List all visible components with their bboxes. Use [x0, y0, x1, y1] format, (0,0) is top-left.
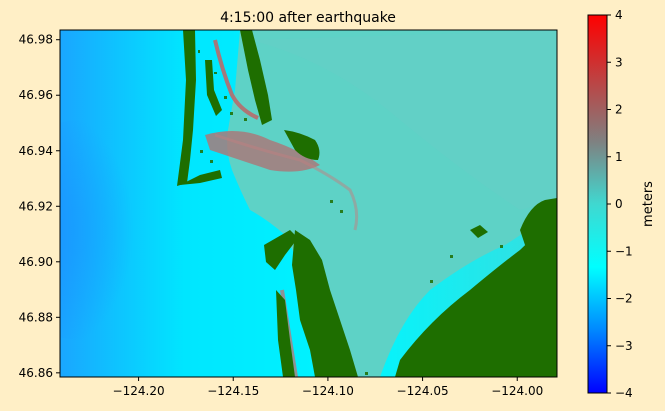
- colorbar-label: meters: [641, 181, 656, 227]
- colorbar-tick-label: 4: [615, 8, 623, 22]
- y-tick-label: 46.98: [19, 33, 53, 47]
- y-tick-label: 46.86: [19, 366, 53, 380]
- bay-water-upper: [250, 30, 557, 210]
- north-spit-land: [177, 30, 196, 186]
- north-peninsula-land: [240, 30, 272, 125]
- y-tick-label: 46.90: [19, 255, 53, 269]
- colorbar-tick-label: −3: [615, 339, 633, 353]
- colorbar-ticks: 4 3 2 1 0 −1 −2 −3 −4: [607, 8, 633, 400]
- y-tick-label: 46.88: [19, 310, 53, 324]
- south-spit-land: [276, 290, 295, 377]
- x-axis: −124.20 −124.15 −124.10 −124.05 −124.00: [113, 377, 543, 398]
- x-tick-label: −124.05: [397, 384, 449, 398]
- colorbar: [587, 14, 608, 394]
- colorbar-tick-label: 1: [615, 150, 623, 164]
- y-tick-label: 46.92: [19, 199, 53, 213]
- colorbar-tick-label: 2: [615, 103, 623, 117]
- marsh-speckle: [190, 40, 503, 375]
- east-islet-land: [470, 225, 488, 238]
- south-peninsula-land: [292, 230, 358, 377]
- colorbar-tick-label: −1: [615, 244, 633, 258]
- south-point-land: [264, 230, 298, 270]
- north-channel: [213, 39, 259, 120]
- inlet-land: [284, 130, 320, 160]
- bay-channel: [214, 133, 359, 231]
- east-point-land: [520, 198, 557, 252]
- y-tick-label: 46.94: [19, 144, 53, 158]
- x-tick-label: −124.20: [113, 384, 165, 398]
- y-tick-label: 46.96: [19, 88, 53, 102]
- y-axis: 46.86 46.88 46.90 46.92 46.94 46.96 46.98: [19, 33, 60, 380]
- colorbar-tick-label: 3: [615, 55, 623, 69]
- chart-title: 4:15:00 after earthquake: [220, 10, 396, 26]
- north-marsh-land: [205, 60, 222, 116]
- land: [177, 30, 557, 377]
- spit-tip-land: [180, 170, 222, 185]
- x-tick-label: −124.00: [491, 384, 543, 398]
- heatmap: [60, 30, 557, 377]
- x-tick-label: −124.15: [207, 384, 259, 398]
- south-shore-land: [395, 225, 557, 377]
- x-tick-label: −124.10: [302, 384, 354, 398]
- colorbar-tick-label: −2: [615, 292, 633, 306]
- colorbar-tick-label: 0: [615, 197, 623, 211]
- colorbar-tick-label: −4: [615, 386, 633, 400]
- plot-frame: [59, 29, 558, 378]
- ocean-deep-patch: [60, 120, 170, 340]
